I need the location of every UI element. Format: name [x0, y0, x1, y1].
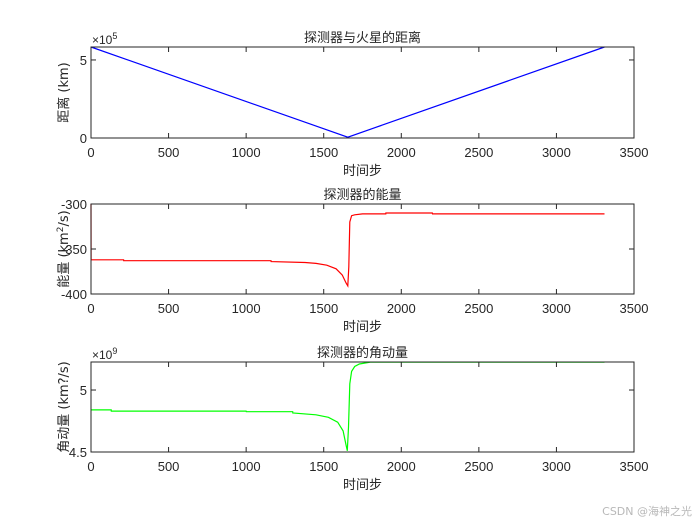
x-tick-label: 2500: [464, 145, 493, 160]
x-tick-label: 3000: [542, 301, 571, 316]
x-tick-label: 1000: [232, 459, 261, 474]
subplot-title: 探测器的能量: [323, 187, 401, 203]
x-tick-label: 2000: [387, 145, 416, 160]
y-axis-label: 距离 (km): [56, 62, 72, 122]
x-tick-label: 3500: [620, 145, 649, 160]
x-axis-label: 时间步: [343, 164, 382, 179]
subplot-2: 0 500 1000 1500 2000 2500 3000 3500 -400 -350 -300…: [56, 187, 648, 335]
x-tick-label: 1000: [232, 145, 261, 160]
subplot-title: 探测器的角动量: [317, 345, 408, 361]
x-tick-label: 0: [87, 145, 94, 160]
x-tick-label: 0: [87, 301, 94, 316]
y-axis-label: 角动量 (km?/s): [57, 361, 72, 453]
axes-box: [90, 203, 635, 295]
y-tick-label: -400: [61, 287, 87, 302]
axes-box: [90, 361, 635, 453]
y-tick-label: 4.5: [69, 445, 87, 460]
y-exponent-label: ×109: [92, 346, 117, 362]
y-axis-label: 能量 (km2/s): [56, 210, 72, 287]
x-tick-label: 3500: [620, 459, 649, 474]
x-tick-label: 1000: [232, 301, 261, 316]
x-tick-label: 2000: [387, 459, 416, 474]
series-line: [90, 203, 605, 288]
x-tick-label: 500: [158, 145, 180, 160]
subplot-title: 探测器与火星的距离: [304, 30, 421, 46]
x-tick-label: 3500: [620, 301, 649, 316]
axes-box: [90, 46, 635, 139]
y-tick-label: -350: [61, 242, 87, 257]
x-tick-label: 1500: [309, 145, 338, 160]
x-axis-label: 时间步: [343, 320, 382, 335]
y-tick-label: 5: [80, 53, 87, 68]
x-axis-label: 时间步: [343, 478, 382, 493]
x-tick-label: 2000: [387, 301, 416, 316]
subplot-1: 0 500 1000 1500 2000 2500 3000 3500 0 5 探测器与火星的距离时…: [56, 30, 648, 179]
x-tick-label: 0: [87, 459, 94, 474]
watermark: CSDN @海神之光: [602, 505, 692, 518]
subplot-3: 0 500 1000 1500 2000 2500 3000 3500 4.5 5 探测器的角动量时…: [57, 345, 648, 493]
y-exponent-label: ×105: [92, 31, 117, 47]
x-tick-label: 2500: [464, 301, 493, 316]
x-tick-label: 1500: [309, 459, 338, 474]
y-tick-label: 5: [80, 383, 87, 398]
y-tick-label: 0: [80, 131, 87, 146]
x-tick-label: 3000: [542, 145, 571, 160]
series-line: [90, 46, 605, 138]
x-tick-label: 3000: [542, 459, 571, 474]
series-line: [91, 361, 605, 451]
x-tick-label: 500: [158, 459, 180, 474]
x-tick-label: 500: [158, 301, 180, 316]
x-tick-label: 2500: [464, 459, 493, 474]
x-tick-label: 1500: [309, 301, 338, 316]
y-tick-label: -300: [61, 197, 87, 212]
